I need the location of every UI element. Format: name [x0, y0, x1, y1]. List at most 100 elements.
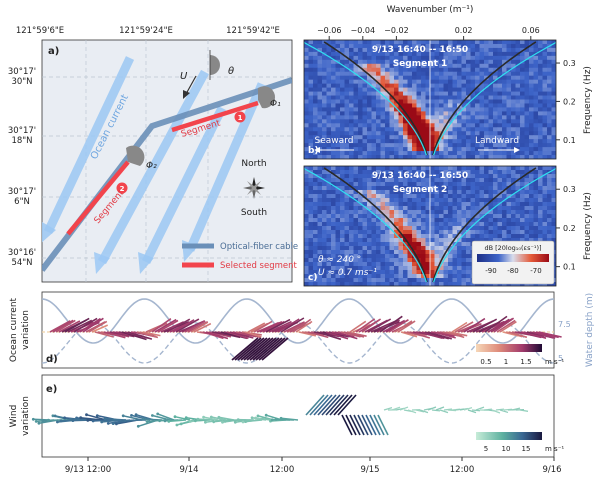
spectrum-cell: [448, 143, 453, 148]
spectrum-cell: [425, 99, 431, 104]
lat-label-2a: 30°17': [8, 126, 36, 136]
spectrum-cell: [502, 166, 507, 171]
spectrum-cell: [497, 79, 503, 85]
spectrum-cell: [421, 234, 426, 239]
spectrum-cell: [317, 123, 323, 128]
spectrum-cell: [389, 282, 395, 286]
spectrum-cell: [479, 103, 485, 108]
spectrum-cell: [430, 59, 435, 65]
spectrum-cell: [506, 59, 512, 65]
spectrum-cell: [353, 143, 359, 148]
spectrum-cell: [551, 40, 556, 45]
spectrum-cell: [331, 274, 336, 279]
spectrum-cell: [349, 51, 354, 57]
spectrum-cell: [538, 147, 543, 152]
spectrum-cell: [398, 242, 404, 247]
spectrum-cell: [502, 155, 507, 159]
spectrum-cell: [326, 238, 332, 243]
spectrum-cell: [376, 103, 381, 108]
spectrum-cell: [349, 198, 354, 203]
spectrum-cell: [497, 47, 503, 53]
spectrum-cell: [313, 119, 318, 124]
spectrum-cell: [371, 79, 377, 85]
spectrum-cell: [385, 115, 390, 120]
spectrum-cell: [340, 230, 345, 235]
spectrum-cell: [542, 51, 548, 57]
spectrum-cell: [448, 174, 453, 179]
spectrum-cell: [362, 186, 368, 191]
spectrum-cell: [412, 178, 417, 183]
spectrum-cell: [538, 91, 543, 96]
spectrum-cell: [425, 174, 431, 179]
spectrum-cell: [488, 238, 494, 243]
spectrum-cell: [403, 270, 408, 275]
spectrum-cell: [470, 194, 476, 199]
spectrum-cell: [353, 51, 359, 57]
spectrum-cell: [502, 206, 507, 211]
spectrum-cell: [430, 230, 435, 235]
spectrum-cell: [506, 222, 512, 227]
spectrum-panel-b: [303, 39, 557, 160]
spectrum-cell: [461, 282, 467, 286]
spectrum-cell: [497, 95, 503, 100]
spectrum-cell: [380, 143, 386, 148]
spectrum-cell: [304, 182, 309, 187]
spectrum-cell: [416, 246, 422, 251]
spectrum-cell: [470, 123, 476, 128]
spectrum-cell: [434, 274, 440, 279]
spectrum-cell: [322, 95, 327, 100]
spectrum-cell: [340, 71, 345, 77]
spectrum-cell: [376, 139, 381, 144]
spectrum-cell: [493, 190, 498, 195]
spectrum-cell: [403, 59, 408, 65]
spectrum-cell: [538, 123, 543, 128]
spectrum-cell: [421, 202, 426, 207]
spectra-x-tick-label: −0.04: [351, 26, 376, 35]
spectrum-cell: [430, 99, 435, 104]
spectrum-cell: [466, 198, 471, 203]
spectrum-cell: [452, 67, 458, 73]
spectrum-cell: [457, 274, 462, 279]
spectrum-cell: [443, 135, 449, 140]
spectrum-cell: [470, 67, 476, 73]
spectrum-cell: [434, 238, 440, 243]
spectrum-cell: [497, 143, 503, 148]
spectrum-cell: [511, 135, 516, 140]
spectrum-cell: [331, 51, 336, 57]
spectrum-cell: [376, 278, 381, 283]
spectrum-cell: [416, 107, 422, 112]
spectrum-cell: [376, 270, 381, 275]
spectrum-cell: [376, 198, 381, 203]
spectrum-cell: [412, 206, 417, 211]
spectrum-cell: [367, 174, 372, 179]
spectrum-cell: [407, 190, 413, 195]
spectrum-cell: [461, 270, 467, 275]
spectrum-cell: [533, 155, 539, 159]
spectrum-cell: [389, 198, 395, 203]
spectrum-cell: [371, 206, 377, 211]
spectrum-cell: [349, 47, 354, 53]
spectrum-cell: [335, 166, 341, 171]
spectrum-cell: [524, 115, 530, 120]
spectrum-cell: [416, 83, 422, 88]
spectrum-cell: [452, 266, 458, 271]
spectra-x-tick-label: 0.06: [522, 26, 540, 35]
spectrum-cell: [421, 71, 426, 77]
spectrum-cell: [484, 123, 489, 128]
spectrum-cell: [470, 119, 476, 124]
spectrum-cell: [421, 59, 426, 65]
current-vector: [382, 319, 406, 333]
spectrum-cell: [398, 246, 404, 251]
spectrum-cell: [430, 55, 435, 61]
spectrum-cell: [430, 182, 435, 187]
spectrum-cell: [362, 202, 368, 207]
spectrum-cell: [398, 262, 404, 267]
spectrum-cell: [362, 71, 368, 77]
spectrum-cell: [317, 155, 323, 159]
spectrum-cell: [502, 107, 507, 112]
spectrum-cell: [367, 99, 372, 104]
spectrum-cell: [466, 115, 471, 120]
spectrum-cell: [515, 71, 521, 77]
spectrum-cell: [340, 131, 345, 136]
spectrum-cell: [389, 59, 395, 65]
